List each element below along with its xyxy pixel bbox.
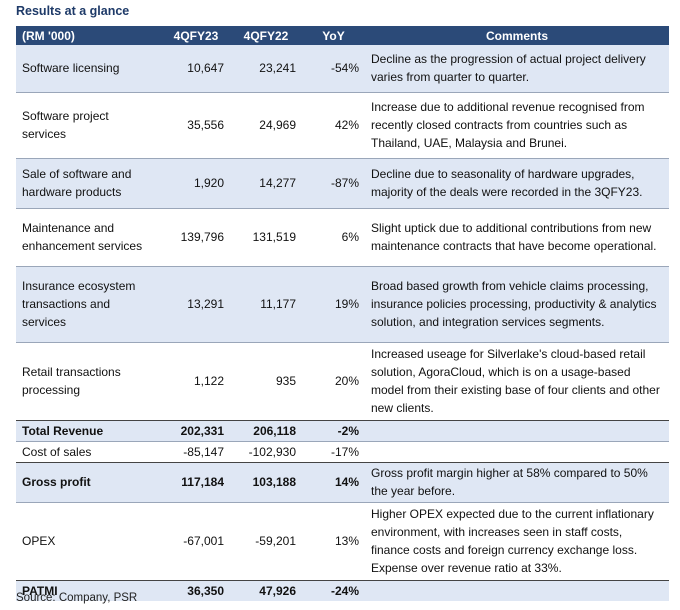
row-comment: Broad based growth from vehicle claims p… — [365, 265, 669, 342]
results-table: (RM '000) 4QFY23 4QFY22 YoY Comments Sof… — [16, 26, 669, 601]
row-4qfy22: 47,926 — [230, 579, 302, 601]
row-4qfy22: 935 — [230, 341, 302, 420]
source-note: Source: Company, PSR — [16, 592, 138, 604]
table-row-patmi: PATMI 36,350 47,926 -24% — [16, 579, 669, 601]
row-yoy: 14% — [302, 461, 365, 502]
row-4qfy23: 202,331 — [162, 419, 230, 441]
row-4qfy22: 131,519 — [230, 207, 302, 266]
row-metric: Cost of sales — [16, 440, 162, 462]
row-comment: Gross profit margin higher at 58% compar… — [365, 461, 669, 502]
header-row: (RM '000) 4QFY23 4QFY22 YoY Comments — [16, 26, 669, 45]
row-yoy: 19% — [302, 265, 365, 342]
row-comment: Increase due to additional revenue recog… — [365, 91, 669, 158]
row-yoy: 20% — [302, 341, 365, 420]
row-yoy: 13% — [302, 501, 365, 580]
row-yoy: 6% — [302, 207, 365, 266]
row-4qfy22: -59,201 — [230, 501, 302, 580]
row-comment: Decline as the progression of actual pro… — [365, 45, 669, 92]
row-comment: Increased useage for Silverlake's cloud-… — [365, 341, 669, 420]
row-4qfy23: 10,647 — [162, 45, 230, 92]
header-metric: (RM '000) — [16, 26, 162, 45]
header-4qfy22: 4QFY22 — [230, 26, 302, 45]
row-metric: PATMI — [16, 579, 162, 601]
row-4qfy23: 117,184 — [162, 461, 230, 502]
row-4qfy22: 206,118 — [230, 419, 302, 441]
row-yoy: -24% — [302, 579, 365, 601]
row-comment — [365, 419, 669, 441]
header-4qfy23: 4QFY23 — [162, 26, 230, 45]
table-row: Maintenance and enhancement services 139… — [16, 207, 669, 266]
table-row: Software project services 35,556 24,969 … — [16, 91, 669, 158]
row-4qfy23: 139,796 — [162, 207, 230, 266]
row-metric: Total Revenue — [16, 419, 162, 441]
table-title: Results at a glance — [16, 4, 130, 18]
row-yoy: -2% — [302, 419, 365, 441]
row-4qfy23: 1,122 — [162, 341, 230, 420]
row-yoy: 42% — [302, 91, 365, 158]
row-comment: Higher OPEX expected due to the current … — [365, 501, 669, 580]
row-comment — [365, 440, 669, 462]
row-4qfy23: 36,350 — [162, 579, 230, 601]
row-4qfy23: 13,291 — [162, 265, 230, 342]
row-4qfy22: 24,969 — [230, 91, 302, 158]
row-4qfy23: 35,556 — [162, 91, 230, 158]
table-row: Cost of sales -85,147 -102,930 -17% — [16, 440, 669, 462]
table-row: Retail transactions processing 1,122 935… — [16, 341, 669, 420]
row-4qfy22: 103,188 — [230, 461, 302, 502]
row-4qfy22: 11,177 — [230, 265, 302, 342]
table-row: Insurance ecosystem transactions and ser… — [16, 265, 669, 342]
table-row-gross-profit: Gross profit 117,184 103,188 14% Gross p… — [16, 461, 669, 502]
row-metric: Insurance ecosystem transactions and ser… — [16, 265, 162, 342]
row-metric: Software project services — [16, 91, 162, 158]
row-yoy: -54% — [302, 45, 365, 92]
row-comment — [365, 579, 669, 601]
table-row: Software licensing 10,647 23,241 -54% De… — [16, 45, 669, 92]
row-4qfy23: 1,920 — [162, 157, 230, 208]
row-metric: Gross profit — [16, 461, 162, 502]
header-comments: Comments — [365, 26, 669, 45]
row-metric: Retail transactions processing — [16, 341, 162, 420]
row-metric: Software licensing — [16, 45, 162, 92]
row-4qfy23: -85,147 — [162, 440, 230, 462]
table-row: Sale of software and hardware products 1… — [16, 157, 669, 208]
row-metric: OPEX — [16, 501, 162, 580]
row-comment: Slight uptick due to additional contribu… — [365, 207, 669, 266]
row-comment: Decline due to seasonality of hardware u… — [365, 157, 669, 208]
row-metric: Sale of software and hardware products — [16, 157, 162, 208]
row-yoy: -87% — [302, 157, 365, 208]
table-row-total: Total Revenue 202,331 206,118 -2% — [16, 419, 669, 441]
row-metric: Maintenance and enhancement services — [16, 207, 162, 266]
row-4qfy23: -67,001 — [162, 501, 230, 580]
row-yoy: -17% — [302, 440, 365, 462]
table-row: OPEX -67,001 -59,201 13% Higher OPEX exp… — [16, 501, 669, 580]
row-4qfy22: 23,241 — [230, 45, 302, 92]
header-yoy: YoY — [302, 26, 365, 45]
row-4qfy22: 14,277 — [230, 157, 302, 208]
row-4qfy22: -102,930 — [230, 440, 302, 462]
